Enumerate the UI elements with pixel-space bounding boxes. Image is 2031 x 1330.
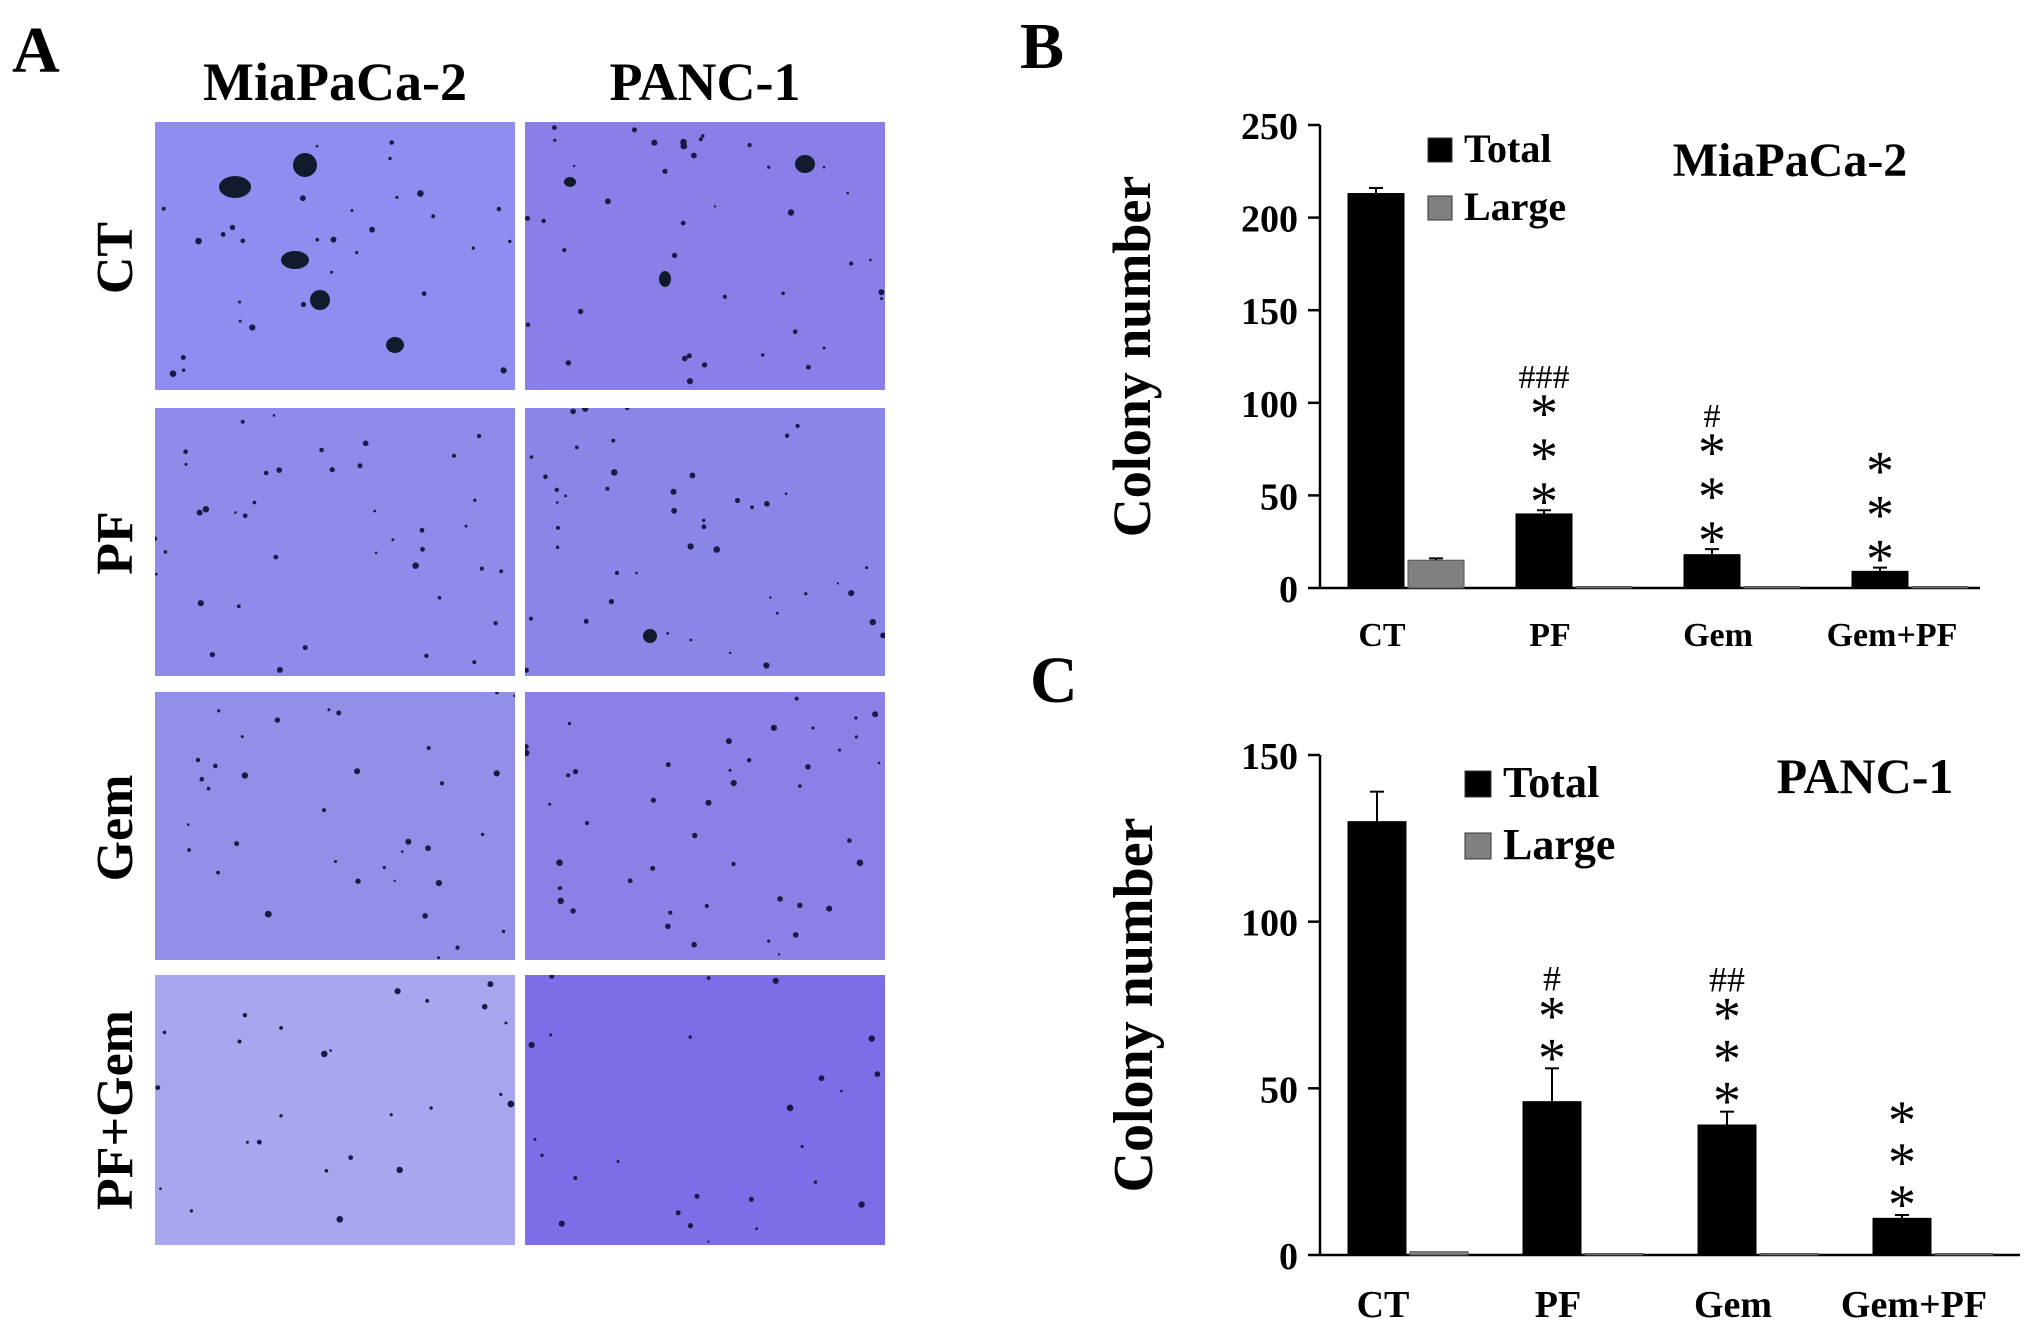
bar-large-pf [1575, 586, 1633, 589]
legend-swatch-large [1464, 832, 1492, 860]
y-tick-label: 50 [1260, 1069, 1298, 1111]
row-label-gem: Gem [87, 774, 144, 882]
significance-star: * [1866, 441, 1894, 503]
significance-star: * [1713, 1071, 1741, 1133]
legend-swatch-large [1427, 195, 1453, 221]
legend-label-total: Total [1464, 126, 1551, 171]
significance-star: * [1530, 427, 1558, 489]
significance-star: * [1888, 1132, 1916, 1194]
significance-star: * [1866, 529, 1894, 591]
significance-hash: # [1543, 958, 1561, 998]
significance-star: * [1538, 985, 1566, 1047]
bar-total-gem [1683, 554, 1741, 589]
significance-star: * [1698, 422, 1726, 484]
significance-hash: # [1704, 398, 1721, 435]
significance-star: * [1713, 987, 1741, 1049]
bar-total-pf [1515, 513, 1573, 589]
y-tick-label: 150 [1241, 291, 1298, 333]
bar-total-gem-pf [1851, 570, 1909, 589]
x-tick-label-pf: PF [1529, 617, 1571, 654]
y-tick-label: 150 [1241, 736, 1298, 778]
bar-chart-miapaca2: 0 50 100 150 200 250 Colony number CT PF Gem Gem+P… [1102, 106, 1980, 654]
significance-star: * [1698, 510, 1726, 572]
significance-hash: ### [1519, 359, 1570, 396]
x-tick-label-gem: Gem [1694, 1284, 1772, 1326]
bar-total-pf [1522, 1101, 1582, 1256]
y-axis-label: Colony number [1102, 176, 1162, 538]
x-tick-label-gem-pf: Gem+PF [1841, 1284, 1987, 1326]
x-tick-label-gem: Gem [1683, 617, 1753, 654]
legend-label-large: Large [1503, 820, 1615, 869]
panel-b-letter: B [1020, 10, 1065, 83]
x-tick-label-gem-pf: Gem+PF [1827, 617, 1958, 654]
bar-large-ct [1407, 559, 1465, 589]
panel-c-letter: C [1030, 644, 1078, 717]
significance-star: * [1538, 1027, 1566, 1089]
y-axis-label: Colony number [1103, 818, 1165, 1193]
y-tick-label: 50 [1260, 476, 1298, 518]
colony-image-pf-gem-panc-1 [525, 975, 885, 1245]
bar-total-gem-pf [1872, 1217, 1932, 1256]
significance-star: * [1888, 1090, 1916, 1152]
x-tick-label-ct: CT [1358, 617, 1406, 654]
y-tick-label: 200 [1241, 199, 1298, 241]
legend-swatch-total [1427, 137, 1453, 163]
row-label-pf-gem: PF+Gem [87, 1009, 144, 1211]
bar-large-pf [1584, 1253, 1644, 1256]
significance-star: * [1713, 1029, 1741, 1091]
column-heading-panc1: PANC-1 [609, 52, 801, 112]
row-label-ct: CT [87, 221, 144, 295]
chart-title: PANC-1 [1777, 748, 1954, 804]
bar-total-ct [1347, 193, 1405, 589]
colony-image-pf-miapaca-2 [155, 408, 515, 676]
significance-star: * [1698, 466, 1726, 528]
x-tick-label-ct: CT [1357, 1284, 1410, 1326]
bar-large-gem-pf [1934, 1253, 1994, 1256]
bar-large-ct [1409, 1251, 1469, 1256]
legend-label-large: Large [1464, 184, 1566, 229]
row-label-pf: PF [87, 511, 144, 575]
y-tick-label: 100 [1241, 903, 1298, 945]
legend-swatch-total [1464, 770, 1492, 798]
y-tick-label: 250 [1241, 106, 1298, 148]
bar-large-gem [1759, 1253, 1819, 1256]
bar-total-gem [1697, 1124, 1757, 1256]
y-tick-label: 0 [1279, 569, 1298, 611]
y-tick-label: 0 [1279, 1236, 1298, 1278]
colony-image-ct-miapaca-2 [155, 122, 515, 390]
significance-star: * [1866, 485, 1894, 547]
significance-star: * [1530, 471, 1558, 533]
column-heading-miapaca2: MiaPaCa-2 [203, 52, 467, 112]
legend-label-total: Total [1503, 758, 1599, 807]
bar-large-gem-pf [1911, 586, 1969, 589]
panel-a-letter: A [12, 14, 60, 87]
colony-image-ct-panc-1 [525, 122, 885, 390]
significance-star: * [1888, 1174, 1916, 1236]
significance-hash: ## [1709, 960, 1745, 1000]
bar-large-gem [1743, 586, 1801, 589]
chart-title: MiaPaCa-2 [1673, 134, 1908, 187]
y-tick-label: 100 [1241, 384, 1298, 426]
bar-total-ct [1347, 821, 1407, 1256]
colony-image-gem-panc-1 [525, 692, 885, 960]
x-tick-label-pf: PF [1535, 1284, 1581, 1326]
colony-image-pf-panc-1 [525, 408, 885, 676]
colony-image-gem-miapaca-2 [155, 692, 515, 960]
significance-star: * [1530, 383, 1558, 445]
colony-image-pf-gem-miapaca-2 [155, 975, 515, 1245]
